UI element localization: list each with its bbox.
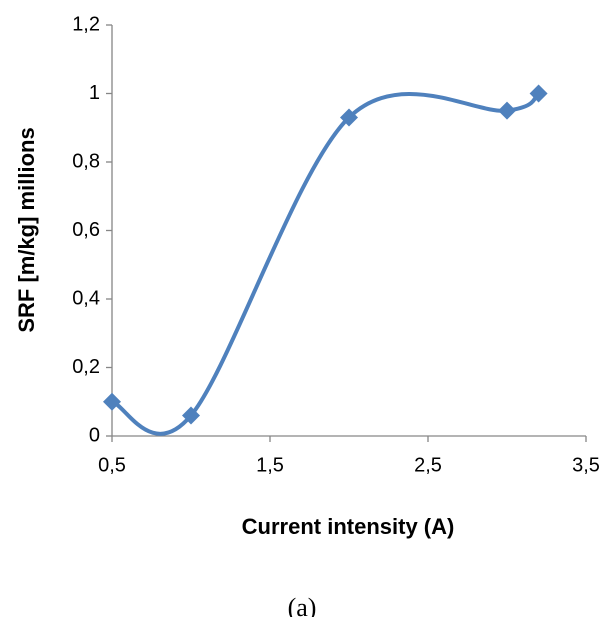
y-tick-label: 0,2 (72, 356, 100, 378)
y-tick-label: 0,4 (72, 287, 100, 309)
marker (340, 108, 358, 127)
caption: (a) (288, 593, 317, 617)
x-tick-label: 0,5 (98, 454, 126, 476)
y-tick-label: 0 (89, 424, 100, 446)
x-tick-label: 2,5 (414, 454, 442, 476)
x-axis-title: Current intensity (A) (242, 514, 455, 539)
marker (529, 84, 548, 103)
y-tick-label: 0,6 (72, 219, 100, 241)
marker (103, 392, 121, 411)
y-tick-label: 0,8 (72, 150, 100, 172)
y-tick-label: 1,2 (72, 13, 100, 35)
x-tick-label: 1,5 (256, 454, 284, 476)
marker (182, 406, 200, 425)
y-tick-label: 1 (89, 82, 100, 104)
marker (498, 101, 516, 120)
y-axis-title: SRF [m/kg] millions (14, 127, 39, 332)
line (111, 91, 540, 436)
x-tick-label: 3,5 (572, 454, 600, 476)
